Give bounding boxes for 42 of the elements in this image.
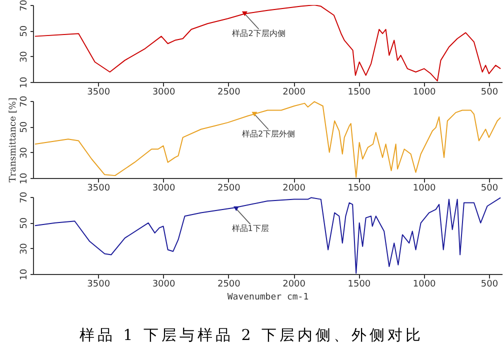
x-tick-label: 2000 <box>282 184 306 194</box>
y-tick-label: 30 <box>20 242 30 255</box>
x-tick-label: 1000 <box>412 184 436 194</box>
x-tick-label: 2500 <box>217 184 241 194</box>
x-tick-label: 1500 <box>348 184 371 194</box>
y-axis-title: Transmittance [%] <box>8 98 18 182</box>
x-tick-label: 500 <box>480 88 498 98</box>
x-tick-label: 3000 <box>152 184 176 194</box>
x-tick-label: 1000 <box>412 88 436 98</box>
y-tick-label: 50 <box>20 25 30 37</box>
x-tick-label: 1500 <box>348 280 371 290</box>
x-tick-label: 3500 <box>87 184 110 194</box>
y-tick-label: 30 <box>20 50 30 63</box>
y-tick-label: 30 <box>20 146 30 159</box>
x-tick-label: 2500 <box>217 88 241 98</box>
x-axis-title: Wavenumber cm-1 <box>227 292 309 302</box>
annotation: 样品2下层外侧 <box>242 130 296 139</box>
line-series <box>34 101 502 178</box>
x-tick-label: 3000 <box>152 88 176 98</box>
annotation: 样品2下层内侧 <box>232 29 286 38</box>
x-tick-label: 3000 <box>152 280 176 290</box>
line-series <box>34 197 502 274</box>
x-tick-label: 2500 <box>217 280 241 290</box>
y-tick-label: 70 <box>20 96 30 108</box>
y-tick-label: 70 <box>20 0 30 12</box>
y-tick-label: 50 <box>20 217 30 229</box>
y-tick-label: 10 <box>20 76 30 88</box>
x-tick-label: 500 <box>480 280 498 290</box>
x-tick-label: 1000 <box>412 280 436 290</box>
line-series <box>34 5 502 82</box>
x-tick-label: 3500 <box>87 88 110 98</box>
text: 样品 1 下层与样品 2 下层内侧、外侧对比 <box>78 326 425 345</box>
x-tick-label: 3500 <box>87 280 110 290</box>
x-tick-label: 2000 <box>282 280 306 290</box>
x-tick-label: 2000 <box>282 88 306 98</box>
x-tick-label: 500 <box>480 184 498 194</box>
y-tick-label: 50 <box>20 121 30 133</box>
annotation: 样品1下层 <box>232 224 269 234</box>
y-tick-label: 10 <box>20 172 30 184</box>
y-tick-label: 10 <box>20 268 30 280</box>
y-tick-label: 70 <box>20 192 30 204</box>
x-tick-label: 1500 <box>348 88 371 98</box>
